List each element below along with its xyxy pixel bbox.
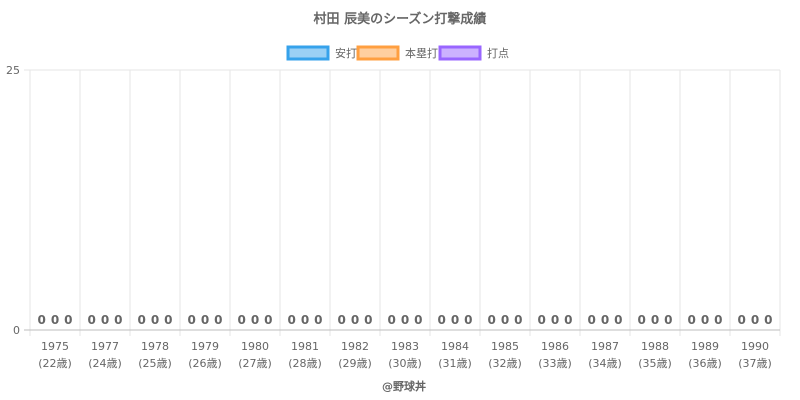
bar-value-label: 0 xyxy=(601,313,609,327)
bar-value-label: 0 xyxy=(764,313,772,327)
legend-swatch xyxy=(286,45,330,61)
bar-value-label: 0 xyxy=(487,313,495,327)
x-tick-label: 1989 xyxy=(691,340,719,353)
bar-value-label: 0 xyxy=(464,313,472,327)
bar-value-label: 0 xyxy=(351,313,359,327)
x-tick-label: 1977 xyxy=(91,340,119,353)
x-tick-sublabel: (29歳) xyxy=(338,357,372,370)
bar-value-label: 0 xyxy=(237,313,245,327)
bar-value-label: 0 xyxy=(414,313,422,327)
bar-value-label: 0 xyxy=(137,313,145,327)
legend-swatch xyxy=(356,45,400,61)
bar-value-label: 0 xyxy=(401,313,409,327)
bar-value-label: 0 xyxy=(501,313,509,327)
legend-label: 本塁打 xyxy=(405,46,438,60)
bar-value-label: 0 xyxy=(751,313,759,327)
bar-value-label: 0 xyxy=(201,313,209,327)
bar-value-label: 0 xyxy=(564,313,572,327)
bar-value-label: 0 xyxy=(664,313,672,327)
bar-value-label: 0 xyxy=(701,313,709,327)
bar-value-label: 0 xyxy=(514,313,522,327)
legend-item[interactable]: 打点 xyxy=(438,45,509,61)
x-tick-label: 1981 xyxy=(291,340,319,353)
bar-value-label: 0 xyxy=(264,313,272,327)
bar-value-label: 0 xyxy=(151,313,159,327)
x-tick-sublabel: (25歳) xyxy=(138,357,172,370)
x-tick-label: 1988 xyxy=(641,340,669,353)
bar-value-label: 0 xyxy=(251,313,259,327)
bar-value-label: 0 xyxy=(737,313,745,327)
bar-value-label: 0 xyxy=(187,313,195,327)
bar-value-label: 0 xyxy=(637,313,645,327)
bar-value-label: 0 xyxy=(614,313,622,327)
legend: 安打 本塁打 打点 xyxy=(286,45,509,61)
x-tick-label: 1985 xyxy=(491,340,519,353)
x-tick-label: 1986 xyxy=(541,340,569,353)
bar-value-label: 0 xyxy=(714,313,722,327)
chart-title: 村田 辰美のシーズン打撃成績 xyxy=(314,11,487,27)
bar-value-label: 0 xyxy=(687,313,695,327)
y-axis: 0 25 xyxy=(6,64,20,337)
bar-value-label: 0 xyxy=(37,313,45,327)
bar-value-label: 0 xyxy=(214,313,222,327)
bar-value-label: 0 xyxy=(551,313,559,327)
bar-value-label: 0 xyxy=(51,313,59,327)
bar-value-label: 0 xyxy=(101,313,109,327)
bar-value-label: 0 xyxy=(364,313,372,327)
x-tick-sublabel: (36歳) xyxy=(688,357,722,370)
y-tick-label: 0 xyxy=(13,324,20,337)
bar-value-label: 0 xyxy=(287,313,295,327)
x-tick-label: 1987 xyxy=(591,340,619,353)
x-tick-label: 1978 xyxy=(141,340,169,353)
x-tick-sublabel: (37歳) xyxy=(738,357,772,370)
x-tick-sublabel: (28歳) xyxy=(288,357,322,370)
x-tick-sublabel: (32歳) xyxy=(488,357,522,370)
gridlines xyxy=(24,69,781,336)
bar-value-label: 0 xyxy=(651,313,659,327)
legend-swatch xyxy=(438,45,482,61)
x-tick-label: 1990 xyxy=(741,340,769,353)
x-tick-sublabel: (26歳) xyxy=(188,357,222,370)
legend-item[interactable]: 本塁打 xyxy=(356,45,438,61)
x-tick-label: 1979 xyxy=(191,340,219,353)
bar-value-label: 0 xyxy=(314,313,322,327)
x-tick-label: 1983 xyxy=(391,340,419,353)
legend-item[interactable]: 安打 xyxy=(286,45,357,61)
bar-value-label: 0 xyxy=(87,313,95,327)
bar-value-label: 0 xyxy=(114,313,122,327)
bar-value-label: 0 xyxy=(337,313,345,327)
x-tick-sublabel: (33歳) xyxy=(538,357,572,370)
bar-value-label: 0 xyxy=(64,313,72,327)
bar-value-label: 0 xyxy=(437,313,445,327)
bar-value-label: 0 xyxy=(387,313,395,327)
x-tick-sublabel: (35歳) xyxy=(638,357,672,370)
bar-value-label: 0 xyxy=(301,313,309,327)
x-axis: 1975 (22歳) 1977 (24歳) 1978 (25歳) 1979 (26歳) 1980… xyxy=(38,340,772,370)
y-tick-label: 25 xyxy=(6,64,20,77)
legend-label: 安打 xyxy=(335,46,357,60)
x-tick-sublabel: (22歳) xyxy=(38,357,72,370)
bar-value-label: 0 xyxy=(164,313,172,327)
bar-value-label: 0 xyxy=(537,313,545,327)
x-tick-sublabel: (30歳) xyxy=(388,357,422,370)
x-tick-label: 1980 xyxy=(241,340,269,353)
x-tick-sublabel: (34歳) xyxy=(588,357,622,370)
bar-value-label: 0 xyxy=(587,313,595,327)
x-tick-sublabel: (31歳) xyxy=(438,357,472,370)
x-tick-sublabel: (24歳) xyxy=(88,357,122,370)
legend-label: 打点 xyxy=(487,46,509,60)
x-tick-label: 1984 xyxy=(441,340,469,353)
bar-value-label: 0 xyxy=(451,313,459,327)
x-tick-label: 1982 xyxy=(341,340,369,353)
x-tick-sublabel: (27歳) xyxy=(238,357,272,370)
x-tick-label: 1975 xyxy=(41,340,69,353)
credit-label: @野球丼 xyxy=(382,379,426,393)
